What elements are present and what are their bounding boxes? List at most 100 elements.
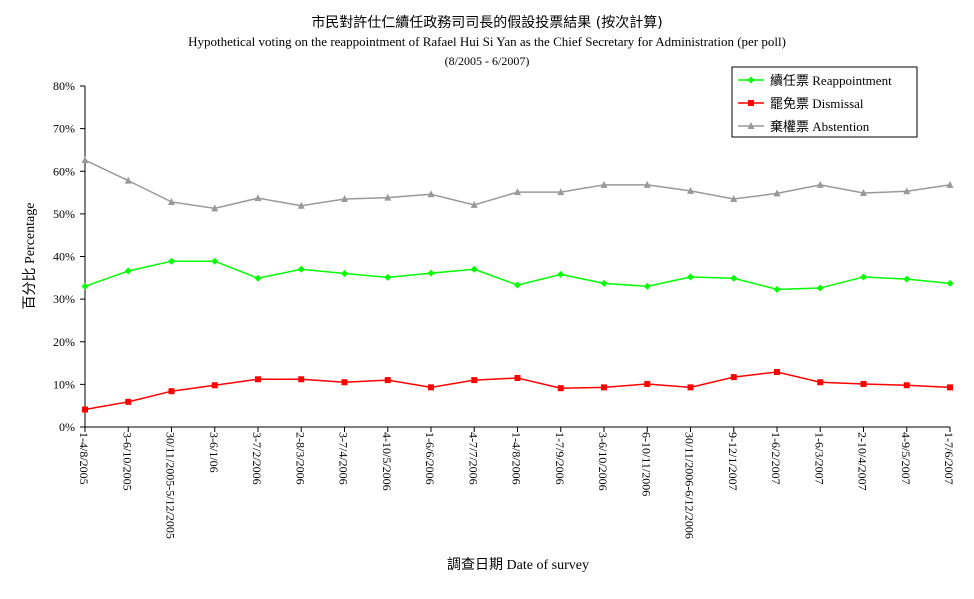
- data-point: [470, 200, 478, 208]
- data-point: [254, 194, 262, 202]
- x-tick-label: 9-12/1/2007: [726, 432, 740, 491]
- y-tick-label: 40%: [53, 250, 75, 264]
- data-point: [341, 194, 348, 202]
- x-tick-label: 1-6/2/2007: [769, 432, 783, 485]
- y-tick-label: 30%: [53, 292, 75, 306]
- data-point: [860, 188, 867, 196]
- data-point: [860, 273, 867, 281]
- y-tick-label: 60%: [53, 164, 75, 178]
- data-point: [255, 376, 261, 383]
- x-tick-label: 1-4/8/2005: [77, 432, 91, 485]
- x-tick-label: 1-7/6/2007: [942, 432, 956, 485]
- data-point: [644, 380, 651, 387]
- x-tick-label: 3-6/10/2005: [120, 432, 134, 491]
- data-point: [557, 385, 564, 392]
- data-point: [514, 188, 521, 196]
- data-point: [384, 273, 392, 281]
- data-point: [730, 374, 737, 381]
- x-tick-label: 1-6/3/2007: [812, 432, 826, 485]
- legend-label: 續任票 Reappointment: [770, 73, 892, 88]
- chart-title-zh: 市民對許仕仁續任政務司司長的假設投票結果 (按次計算): [311, 15, 663, 31]
- x-tick-label: 2-8/3/2006: [293, 432, 307, 485]
- data-point: [946, 279, 954, 287]
- data-point: [730, 274, 738, 282]
- x-tick-label: 4-9/5/2007: [899, 432, 913, 485]
- data-point: [947, 384, 953, 391]
- y-tick-label: 50%: [53, 207, 75, 221]
- data-point: [81, 282, 89, 290]
- x-axis-label: 調查日期 Date of survey: [447, 557, 589, 573]
- data-point: [168, 388, 175, 395]
- y-tick-label: 20%: [53, 335, 75, 349]
- y-tick-label: 10%: [53, 377, 75, 391]
- data-point: [773, 189, 781, 197]
- data-point: [297, 265, 305, 273]
- legend-label: 罷免票 Dismissal: [770, 96, 864, 111]
- data-point: [211, 257, 219, 265]
- data-point: [124, 267, 132, 275]
- data-point: [514, 281, 521, 289]
- x-tick-label: 2-10/4/2007: [856, 432, 870, 491]
- chart-subtitle: Hypothetical voting on the reappointment…: [188, 34, 786, 49]
- chart-date-range: (8/2005 - 6/2007): [444, 54, 530, 68]
- data-point: [341, 270, 348, 278]
- data-point: [557, 188, 565, 196]
- data-point: [428, 384, 434, 391]
- data-point: [297, 201, 305, 209]
- chart-series: [81, 156, 954, 413]
- data-point: [600, 279, 608, 287]
- data-point: [384, 377, 391, 384]
- data-point: [643, 180, 651, 188]
- data-point: [124, 176, 132, 184]
- y-tick-label: 80%: [53, 79, 75, 93]
- data-point: [773, 285, 781, 293]
- data-point: [298, 376, 305, 383]
- data-point: [471, 377, 478, 384]
- data-point: [816, 284, 824, 292]
- x-tick-label: 30/11/2005-5/12/2005: [164, 432, 178, 539]
- x-tick-label: 1-7/9/2006: [553, 432, 567, 485]
- data-point: [643, 282, 651, 290]
- x-tick-label: 6-10/11/2006: [639, 432, 653, 496]
- x-tick-label: 3-6/1/06: [207, 432, 221, 473]
- chart-legend: 續任票 Reappointment 罷免票 Dismissal 棄權票 Absten…: [731, 66, 918, 138]
- data-point: [687, 384, 694, 391]
- data-point: [211, 382, 218, 389]
- data-point: [81, 156, 89, 164]
- legend-marker: [747, 122, 755, 129]
- legend-marker: [748, 100, 754, 106]
- legend-label: 棄權票 Abstention: [770, 119, 870, 134]
- data-point: [903, 187, 911, 195]
- data-point: [254, 274, 262, 282]
- x-tick-label: 3-7/2/2006: [250, 432, 264, 485]
- data-point: [816, 180, 824, 188]
- legend-box: [731, 66, 918, 138]
- data-point: [600, 180, 608, 188]
- x-tick-label: 3-6/10/2006: [596, 432, 610, 491]
- data-point: [557, 270, 565, 278]
- data-point: [687, 186, 694, 194]
- data-point: [601, 384, 607, 391]
- data-point: [903, 275, 911, 283]
- data-point: [514, 374, 521, 381]
- data-point: [125, 398, 132, 405]
- data-point: [470, 265, 478, 273]
- data-point: [341, 379, 348, 386]
- data-point: [82, 406, 88, 413]
- legend-marker: [747, 76, 755, 84]
- data-point: [687, 273, 694, 281]
- x-tick-label: 4-10/5/2006: [380, 432, 394, 491]
- data-point: [168, 257, 175, 265]
- data-point: [168, 197, 175, 205]
- data-point: [730, 194, 738, 202]
- x-tick-label: 1-4/8/2006: [510, 432, 524, 485]
- x-tick-label: 1-6/6/2006: [423, 432, 437, 485]
- x-tick-label: 30/11/2006-6/12/2006: [683, 432, 697, 539]
- x-tick-label: 3-7/4/2006: [337, 432, 351, 485]
- data-point: [384, 193, 392, 201]
- data-point: [774, 369, 780, 376]
- y-axis-label: 百分比 Percentage: [22, 203, 38, 310]
- data-point: [817, 379, 824, 386]
- data-point: [946, 180, 954, 188]
